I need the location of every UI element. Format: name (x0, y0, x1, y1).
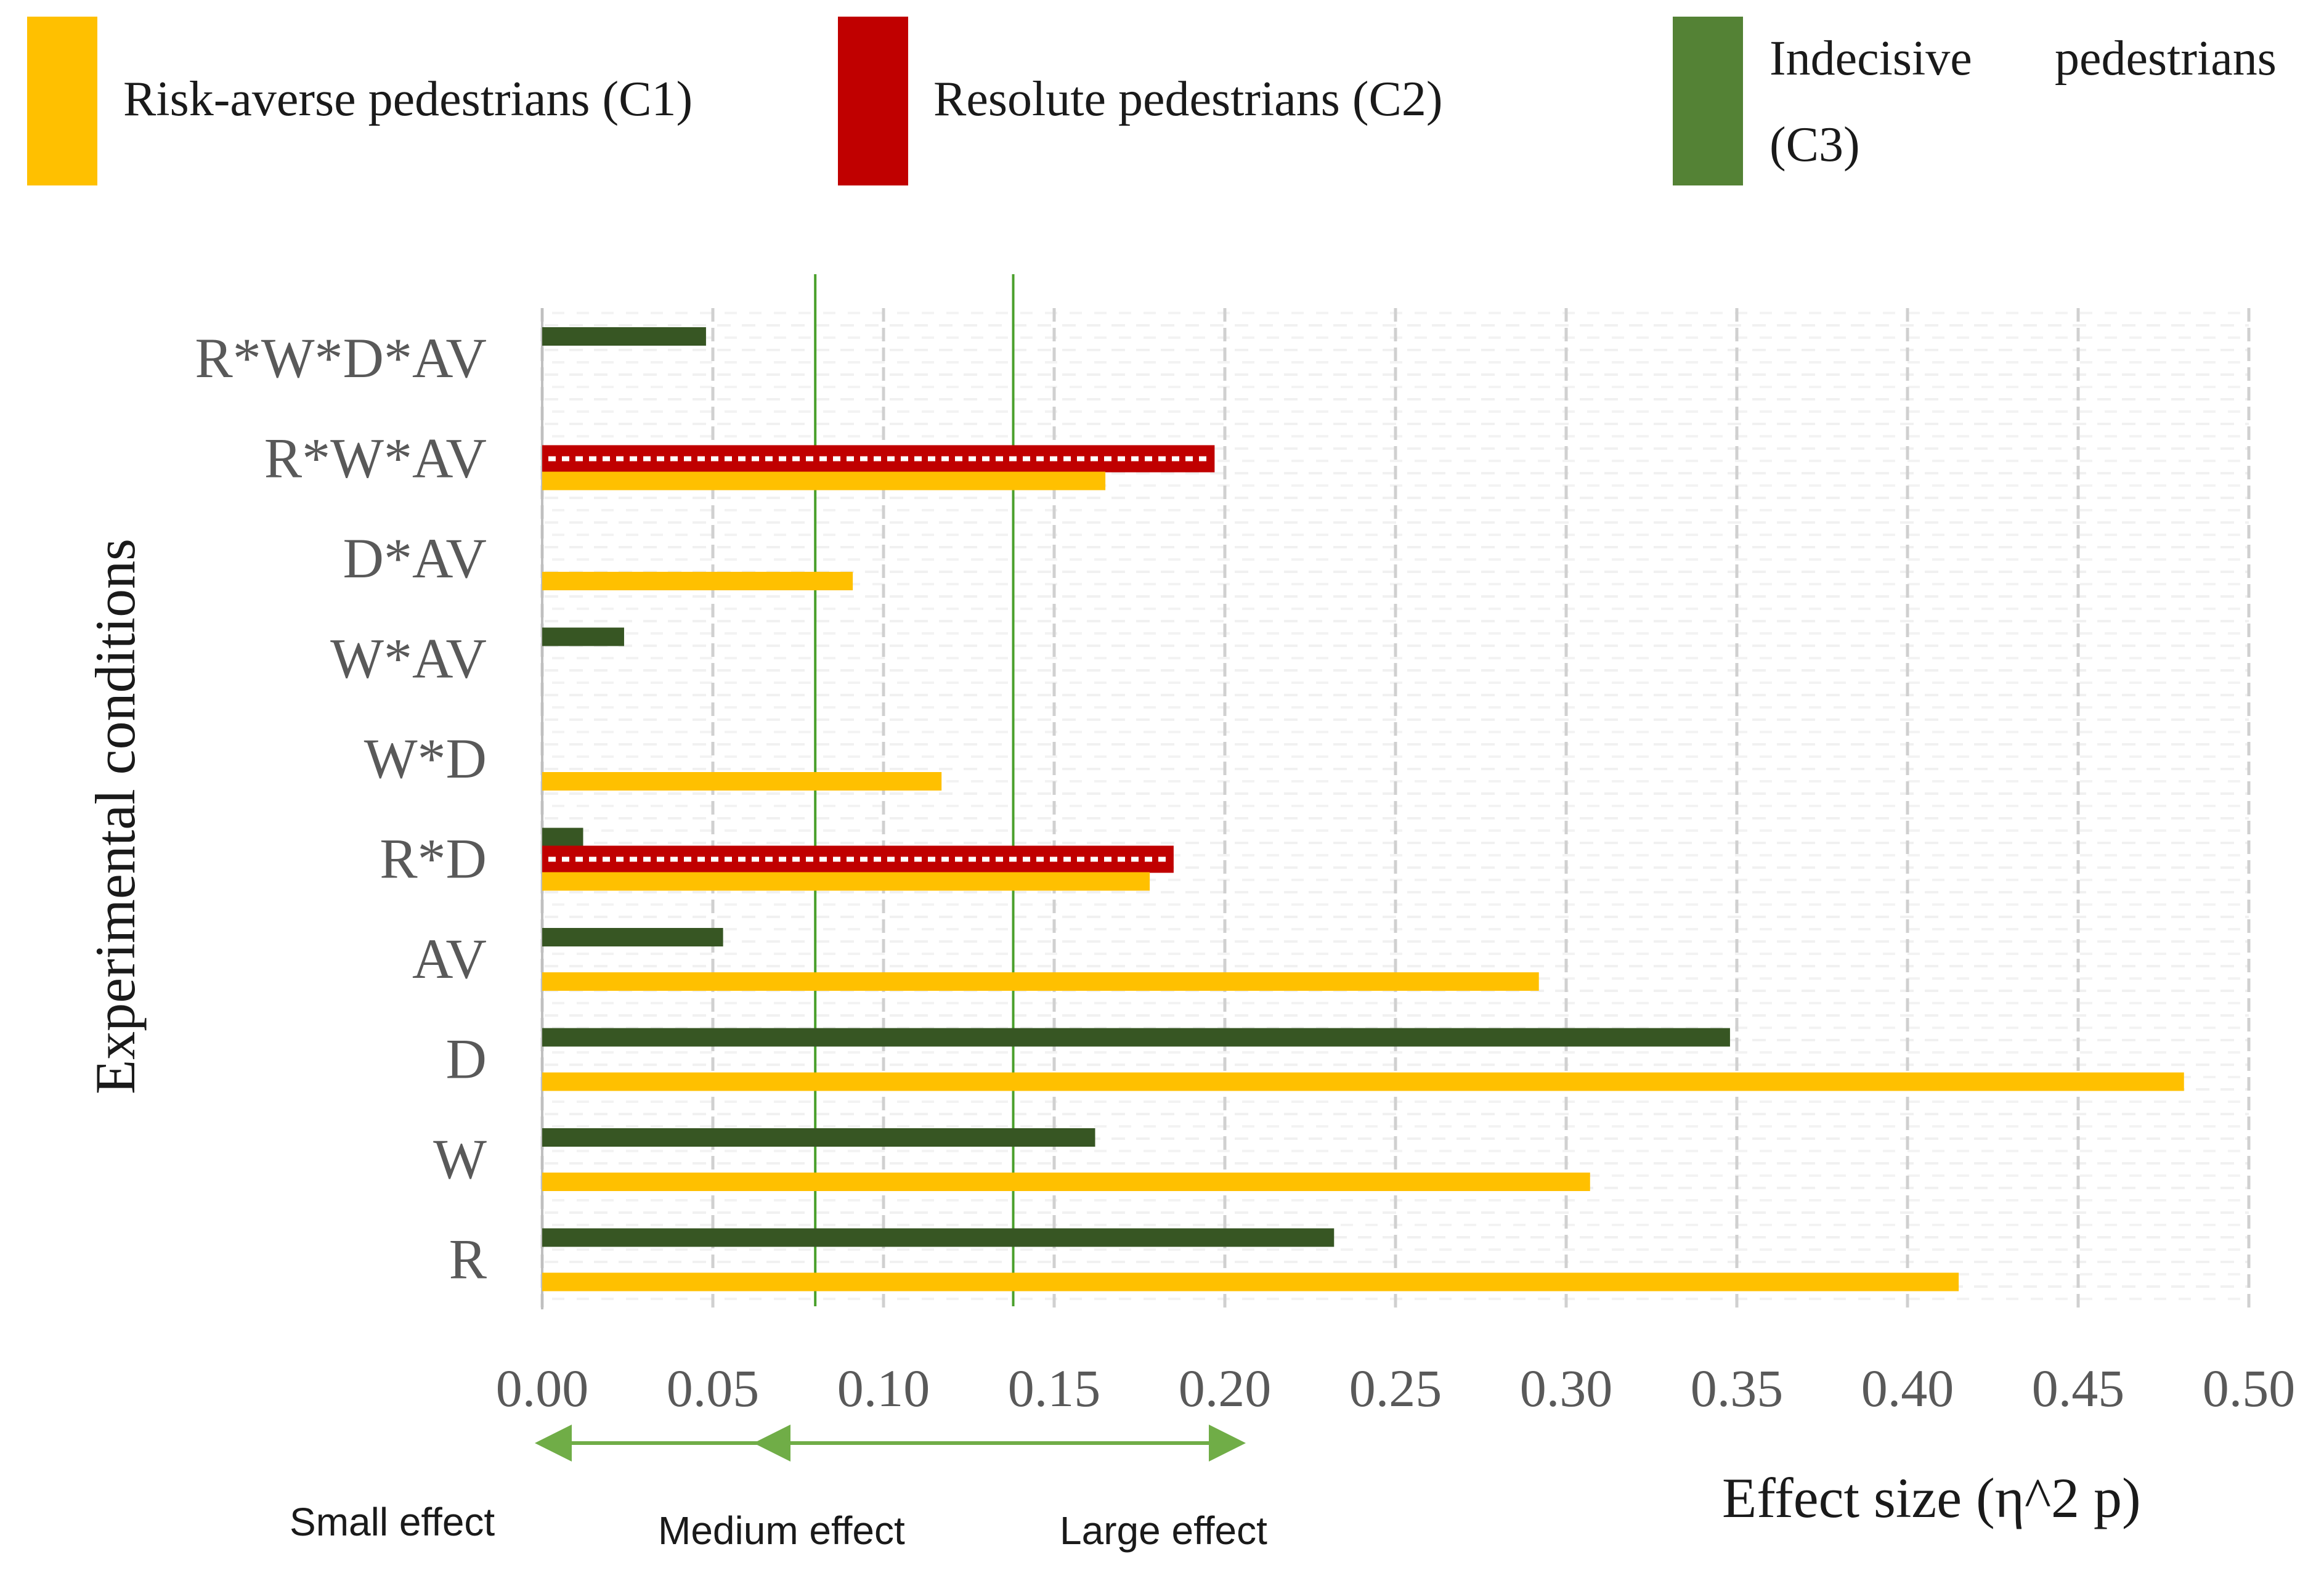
category-label-4: W*D (364, 727, 487, 790)
legend-swatch-risk-averse (27, 17, 97, 185)
bar-s2-5 (542, 872, 1150, 891)
legend-swatch-indecisive (1673, 17, 1743, 185)
category-label-2: D*AV (343, 527, 487, 590)
tick-labels: 0.00 0.05 0.10 0.15 0.20 0.25 0.30 0.35 0.40 0.45… (496, 1359, 2296, 1418)
category-label-1: R*W*AV (264, 427, 487, 490)
legend-label-resolute: Resolute pedestrians (C2) (933, 72, 1443, 126)
bar-s2-1 (542, 471, 1106, 490)
category-label-8: W (433, 1128, 487, 1190)
bar-s2-6 (542, 972, 1539, 991)
x-tick-label-0: 0.00 (496, 1359, 589, 1418)
x-tick-label-7: 0.35 (1691, 1359, 1784, 1418)
x-axis-title: Effect size (η^2 p) (1722, 1466, 2141, 1529)
bar-s0-3 (542, 627, 624, 646)
bar-s0-0 (542, 327, 706, 346)
bar-s2-8 (542, 1173, 1590, 1191)
category-label-3: W*AV (330, 627, 487, 690)
bars (542, 327, 2184, 1291)
bar-s2-9 (542, 1272, 1959, 1291)
bar-s0-8 (542, 1128, 1095, 1147)
legend-label-indecisive-2: pedestrians (2055, 31, 2277, 86)
x-tick-label-2: 0.10 (837, 1359, 930, 1418)
legend-swatch-resolute (838, 17, 908, 185)
x-tick-label-8: 0.40 (1861, 1359, 1954, 1418)
x-tick-label-5: 0.25 (1349, 1359, 1442, 1418)
x-tick-label-9: 0.45 (2032, 1359, 2125, 1418)
x-tick-label-10: 0.50 (2203, 1359, 2296, 1418)
x-tick-label-1: 0.05 (667, 1359, 760, 1418)
bar-s2-4 (542, 772, 942, 791)
legend-label-indecisive-1: Indecisive (1769, 31, 1972, 86)
x-tick-label-6: 0.30 (1520, 1359, 1613, 1418)
bar-s2-7 (542, 1072, 2184, 1091)
category-label-9: R (449, 1228, 487, 1291)
y-axis-title: Experimental conditions (84, 539, 147, 1094)
bar-s0-9 (542, 1228, 1335, 1247)
x-tick-label-4: 0.20 (1179, 1359, 1272, 1418)
bar-s2-2 (542, 572, 853, 590)
x-tick-label-3: 0.15 (1008, 1359, 1101, 1418)
legend-label-risk-averse: Risk-averse pedestrians (C1) (123, 72, 693, 126)
bar-s0-5 (542, 828, 583, 847)
category-label-5: R*D (380, 828, 487, 890)
effect-label-medium: Medium effect (658, 1508, 905, 1553)
legend-label-indecisive-3: (C3) (1769, 118, 1860, 172)
bar-s0-6 (542, 928, 723, 946)
effect-label-large: Large effect (1060, 1508, 1267, 1553)
effect-label-small: Small effect (290, 1500, 495, 1544)
category-label-6: AV (412, 927, 487, 990)
category-label-0: R*W*D*AV (195, 327, 487, 389)
category-labels: R*W*D*AV R*W*AV D*AV W*AV W*D R*D AV DWR (195, 327, 487, 1291)
category-label-7: D (446, 1028, 487, 1091)
bar-s0-7 (542, 1028, 1730, 1047)
